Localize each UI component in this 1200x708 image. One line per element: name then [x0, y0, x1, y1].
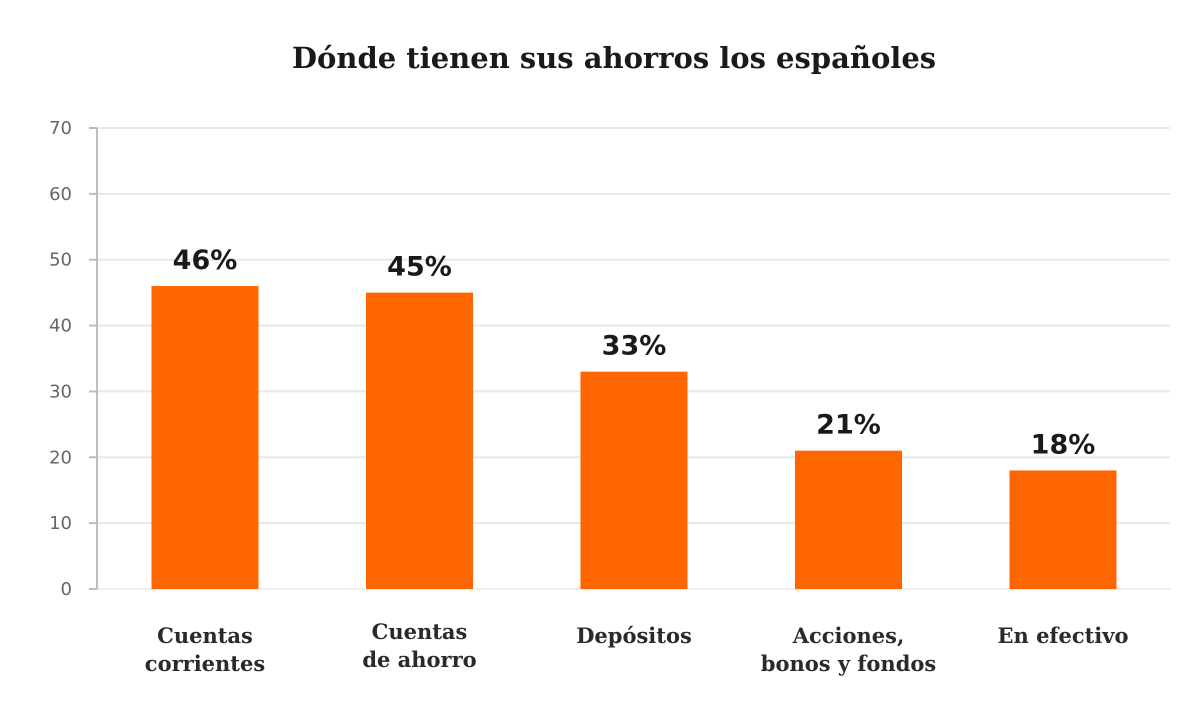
chart-title: Dónde tienen sus ahorros los españoles — [292, 41, 936, 75]
x-tick-label: de ahorro — [362, 647, 476, 672]
bar — [1009, 470, 1117, 589]
data-label: 46% — [173, 245, 238, 276]
y-axis: 0 10 20 30 40 50 60 70 — [49, 118, 98, 600]
y-tick-label: 70 — [49, 118, 72, 139]
y-tick-label: 0 — [61, 579, 72, 600]
y-tick-label: 30 — [49, 381, 72, 402]
x-tick-label: Cuentas — [157, 623, 253, 648]
bars — [151, 286, 1117, 589]
bar — [151, 286, 259, 589]
x-tick-label: Depósitos — [576, 623, 692, 648]
x-axis-labels: Cuentas corrientes Cuentas de ahorro Depósit… — [145, 619, 1129, 676]
bar — [580, 371, 688, 589]
y-tick-label: 40 — [49, 316, 72, 337]
bar — [366, 292, 473, 589]
y-tick-label: 60 — [49, 184, 72, 205]
bar — [795, 450, 902, 589]
data-label: 18% — [1031, 429, 1096, 460]
y-tick-label: 10 — [49, 513, 72, 534]
y-tick-label: 50 — [49, 250, 72, 271]
data-label: 21% — [816, 410, 881, 441]
data-label: 45% — [387, 252, 452, 283]
data-label: 33% — [602, 331, 667, 362]
x-tick-label: Acciones, — [792, 623, 905, 648]
x-tick-label: bonos y fondos — [761, 651, 936, 676]
x-tick-label: En efectivo — [997, 623, 1128, 648]
x-tick-label: corrientes — [145, 651, 265, 676]
y-tick-label: 20 — [49, 447, 72, 468]
x-tick-label: Cuentas — [372, 619, 468, 644]
data-labels: 46% 45% 33% 21% 18% — [173, 245, 1096, 460]
